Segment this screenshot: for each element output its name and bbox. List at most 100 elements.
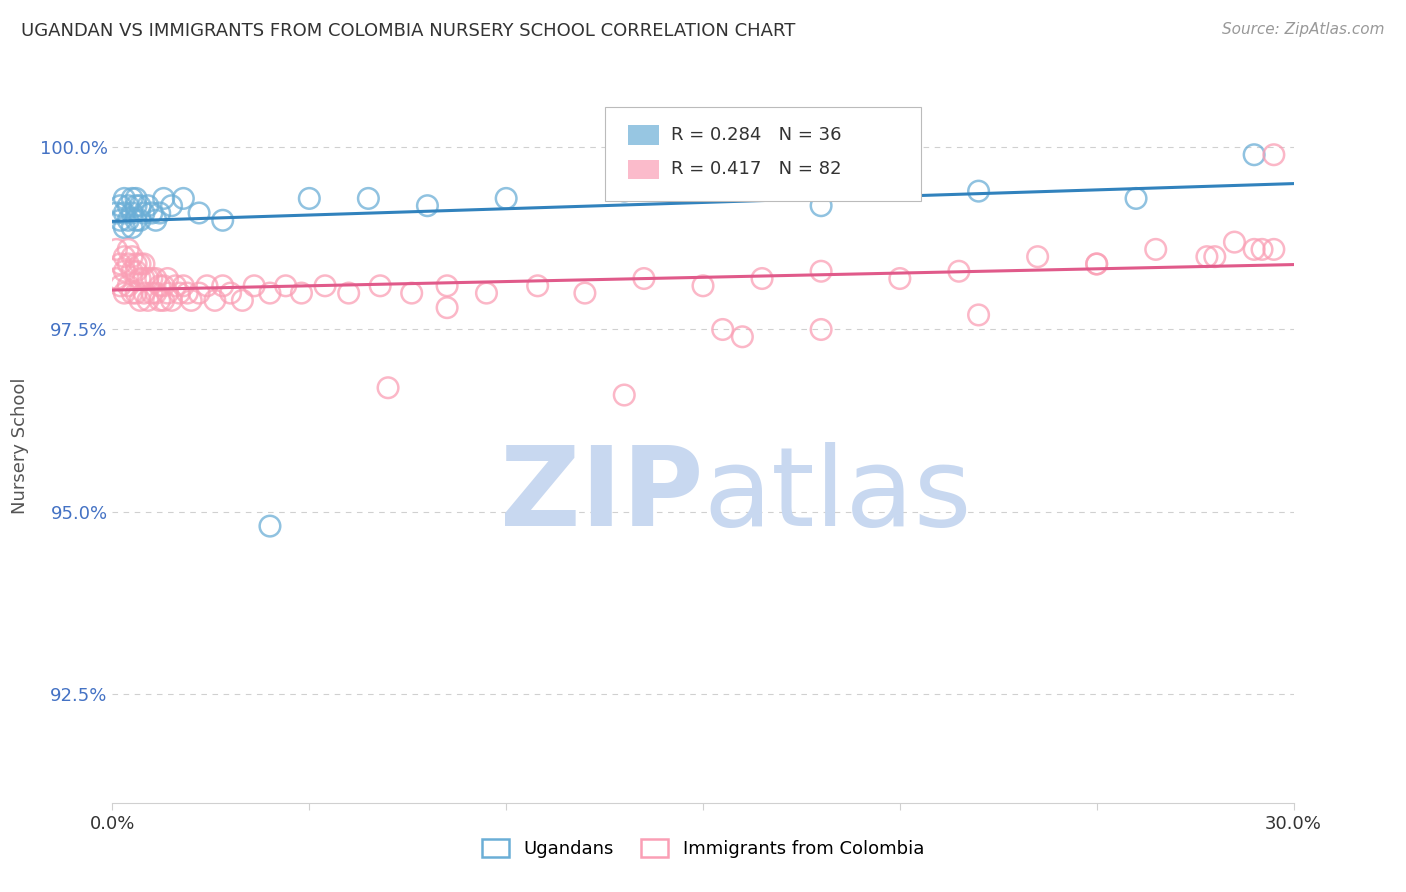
Point bbox=[211, 213, 233, 227]
Text: UGANDAN VS IMMIGRANTS FROM COLOMBIA NURSERY SCHOOL CORRELATION CHART: UGANDAN VS IMMIGRANTS FROM COLOMBIA NURS… bbox=[21, 22, 796, 40]
Point bbox=[125, 191, 148, 205]
Point bbox=[188, 206, 211, 220]
Point bbox=[1204, 250, 1226, 264]
Point bbox=[314, 278, 336, 293]
Point bbox=[1263, 147, 1285, 161]
Point bbox=[165, 278, 187, 293]
Point bbox=[1263, 243, 1285, 257]
Point bbox=[152, 293, 174, 308]
Text: Source: ZipAtlas.com: Source: ZipAtlas.com bbox=[1222, 22, 1385, 37]
Point bbox=[110, 213, 132, 227]
Point bbox=[231, 293, 253, 308]
Point bbox=[156, 286, 179, 301]
Legend: Ugandans, Immigrants from Colombia: Ugandans, Immigrants from Colombia bbox=[475, 831, 931, 865]
Point bbox=[145, 286, 167, 301]
Point bbox=[810, 264, 832, 278]
Point bbox=[169, 286, 191, 301]
Point bbox=[751, 271, 773, 285]
Point bbox=[110, 278, 132, 293]
Point bbox=[125, 199, 148, 213]
Point bbox=[1026, 250, 1049, 264]
Point bbox=[810, 199, 832, 213]
Point bbox=[117, 278, 139, 293]
Point bbox=[574, 286, 596, 301]
Point bbox=[948, 264, 970, 278]
Text: ZIP: ZIP bbox=[499, 442, 703, 549]
Point bbox=[125, 213, 148, 227]
Point bbox=[613, 388, 636, 402]
Point bbox=[731, 330, 754, 344]
Point bbox=[132, 286, 155, 301]
Point bbox=[1085, 257, 1108, 271]
Point bbox=[129, 271, 152, 285]
Point bbox=[117, 213, 139, 227]
Point bbox=[1195, 250, 1218, 264]
Point bbox=[129, 213, 152, 227]
Text: R = 0.417   N = 82: R = 0.417 N = 82 bbox=[671, 161, 841, 178]
Point bbox=[259, 519, 281, 533]
Point bbox=[160, 293, 183, 308]
Point bbox=[110, 199, 132, 213]
Point bbox=[129, 199, 152, 213]
Point bbox=[889, 271, 911, 285]
Y-axis label: Nursery School: Nursery School bbox=[10, 377, 28, 515]
Point bbox=[219, 286, 242, 301]
Point bbox=[967, 184, 990, 198]
Point bbox=[149, 278, 172, 293]
Point bbox=[243, 278, 266, 293]
Point bbox=[475, 286, 498, 301]
Point bbox=[180, 293, 202, 308]
Point bbox=[1243, 243, 1265, 257]
Point bbox=[1251, 243, 1274, 257]
Point bbox=[105, 243, 128, 257]
Point bbox=[1144, 243, 1167, 257]
Point bbox=[112, 286, 135, 301]
Point bbox=[188, 286, 211, 301]
Point bbox=[129, 257, 152, 271]
Point bbox=[129, 293, 152, 308]
Point bbox=[145, 271, 167, 285]
Point bbox=[176, 286, 198, 301]
Point bbox=[125, 286, 148, 301]
Point bbox=[121, 220, 143, 235]
Point bbox=[160, 199, 183, 213]
Point bbox=[132, 206, 155, 220]
Point bbox=[172, 191, 194, 205]
Point bbox=[1125, 191, 1147, 205]
Point bbox=[337, 286, 360, 301]
Point bbox=[136, 271, 159, 285]
Point bbox=[211, 278, 233, 293]
Point bbox=[112, 206, 135, 220]
Point bbox=[145, 213, 167, 227]
Point bbox=[132, 257, 155, 271]
Point bbox=[141, 271, 163, 285]
Point bbox=[401, 286, 423, 301]
Point bbox=[112, 264, 135, 278]
Point bbox=[112, 250, 135, 264]
Point bbox=[416, 199, 439, 213]
Point bbox=[633, 271, 655, 285]
Point bbox=[692, 278, 714, 293]
Point bbox=[436, 278, 458, 293]
Point bbox=[368, 278, 391, 293]
Point bbox=[121, 250, 143, 264]
Point bbox=[112, 220, 135, 235]
Point bbox=[298, 191, 321, 205]
Point bbox=[121, 191, 143, 205]
Point bbox=[105, 271, 128, 285]
Point bbox=[121, 264, 143, 278]
Point bbox=[172, 278, 194, 293]
Point bbox=[121, 286, 143, 301]
Point bbox=[117, 243, 139, 257]
Point bbox=[1085, 257, 1108, 271]
Point bbox=[112, 191, 135, 205]
Point bbox=[152, 278, 174, 293]
Point bbox=[125, 257, 148, 271]
Point bbox=[1223, 235, 1246, 249]
Point bbox=[436, 301, 458, 315]
Point bbox=[357, 191, 380, 205]
Point bbox=[149, 206, 172, 220]
Point bbox=[495, 191, 517, 205]
Point bbox=[105, 206, 128, 220]
Point bbox=[195, 278, 218, 293]
